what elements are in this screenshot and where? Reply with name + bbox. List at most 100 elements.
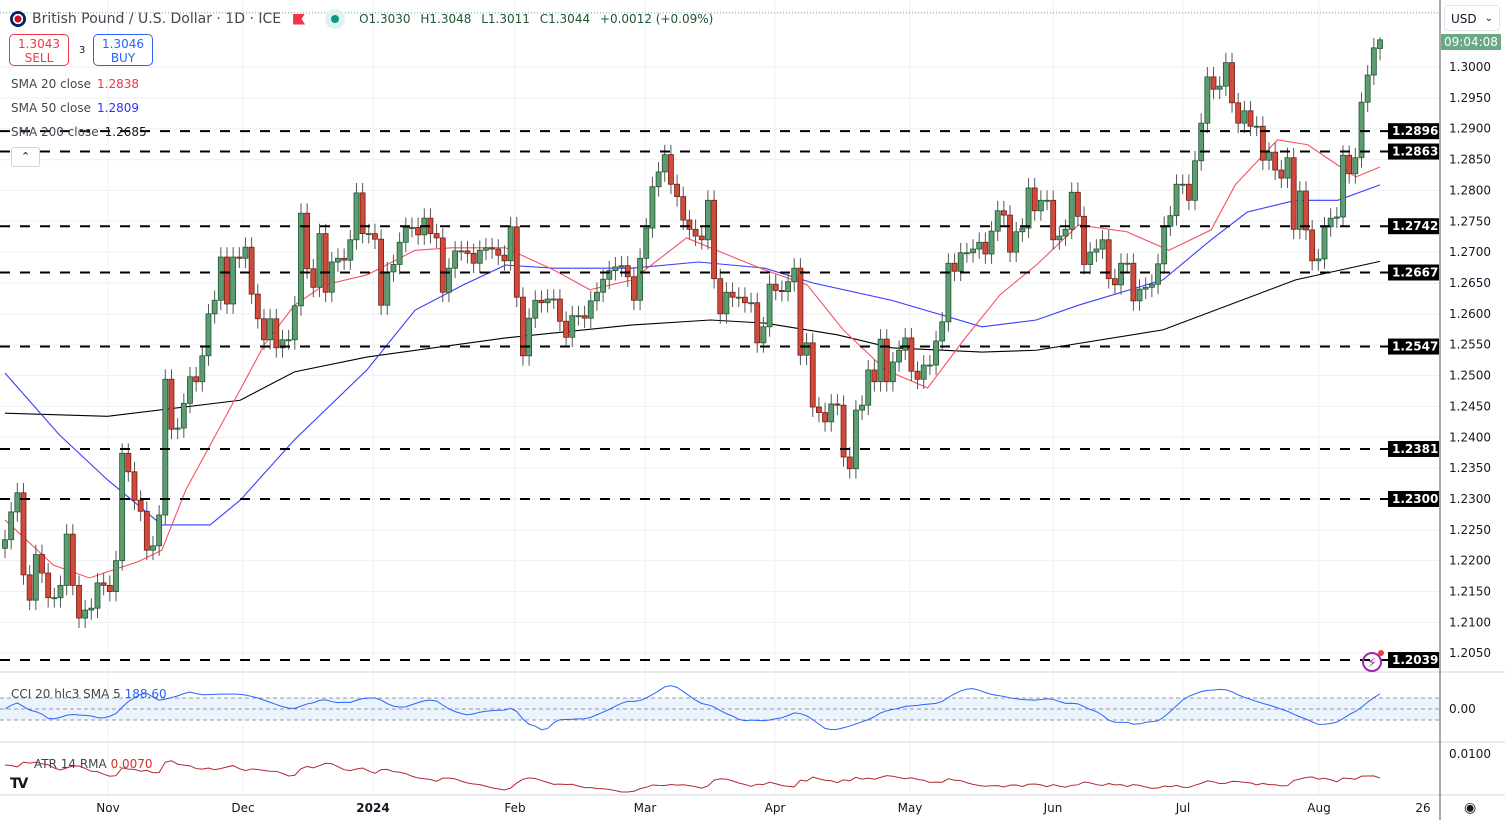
candle-up xyxy=(526,317,533,357)
sell-price: 1.3043 xyxy=(18,37,60,51)
lightning-icon[interactable]: ⚡ xyxy=(1362,650,1384,672)
candle-up xyxy=(1266,151,1272,161)
candle-down xyxy=(310,268,317,288)
candle-up xyxy=(963,252,970,255)
price-tick-label: 1.2850 xyxy=(1449,153,1491,167)
candle-up xyxy=(643,227,650,259)
red-flag-icon[interactable] xyxy=(293,13,306,25)
candle-down xyxy=(1247,110,1254,127)
candle-up xyxy=(587,300,594,319)
candle-down xyxy=(951,262,958,272)
candle-up xyxy=(1093,248,1100,253)
candle-up xyxy=(353,192,360,241)
sma20-legend[interactable]: SMA 20 close 1.2838 xyxy=(11,77,139,91)
low-value: L1.3011 xyxy=(481,12,530,26)
symbol-title[interactable]: British Pound / U.S. Dollar · 1D · ICE xyxy=(32,11,282,27)
candle-up xyxy=(63,533,70,586)
candle-down xyxy=(100,582,107,586)
candle-up xyxy=(902,337,909,351)
time-tick-label: Aug xyxy=(1307,801,1330,815)
candle-up xyxy=(187,376,193,404)
buy-button[interactable]: 1.3046 BUY xyxy=(93,34,153,66)
candle-up xyxy=(766,283,773,328)
candle-up xyxy=(859,404,865,411)
candle-up xyxy=(1013,231,1020,253)
candle-down xyxy=(26,574,33,601)
candle-down xyxy=(322,233,329,293)
candle-down xyxy=(248,246,255,295)
candle-up xyxy=(1037,199,1044,212)
candle-down xyxy=(1346,154,1353,175)
price-tick-label: 1.2400 xyxy=(1449,430,1491,444)
candle-down xyxy=(1105,239,1112,280)
candle-up xyxy=(785,281,791,293)
buy-label: BUY xyxy=(110,51,136,65)
candle-up xyxy=(291,305,298,341)
candle-up xyxy=(1155,263,1161,285)
buy-price: 1.3046 xyxy=(102,37,144,51)
candle-down xyxy=(1050,199,1057,241)
candle-up xyxy=(1222,62,1229,87)
candle-down xyxy=(668,154,674,185)
candle-up xyxy=(51,597,58,600)
candle-down xyxy=(433,233,440,239)
candle-up xyxy=(606,270,613,280)
price-tick-label: 1.3000 xyxy=(1449,60,1491,74)
sell-button[interactable]: 1.3043 SELL xyxy=(9,34,69,66)
candle-up xyxy=(569,315,576,338)
candle-down xyxy=(816,406,822,413)
candle-up xyxy=(1142,286,1149,290)
candle-up xyxy=(1136,288,1143,302)
candle-down xyxy=(581,315,588,319)
candle-up xyxy=(507,226,514,262)
candle-up xyxy=(402,227,409,243)
candle-up xyxy=(113,560,119,592)
candle-up xyxy=(735,296,742,299)
candle-down xyxy=(1000,210,1007,216)
candle-down xyxy=(439,237,446,293)
candle-down xyxy=(1278,169,1285,179)
eye-settings-icon[interactable]: ◉ xyxy=(1464,800,1477,816)
candle-up xyxy=(889,361,896,383)
candle-down xyxy=(914,370,921,380)
sma20-label: SMA 20 close xyxy=(11,77,91,91)
candle-down xyxy=(224,256,230,305)
candle-down xyxy=(193,376,200,383)
candle-up xyxy=(933,340,939,366)
cci-legend[interactable]: CCI 20 hlc3 SMA 5 188.60 xyxy=(11,687,167,701)
level-price-label: 1.2547 xyxy=(1392,340,1438,354)
candle-up xyxy=(920,364,927,380)
price-tick-label: 1.2200 xyxy=(1449,554,1491,568)
candle-down xyxy=(779,289,785,293)
sma50-line xyxy=(4,184,1381,526)
atr-legend[interactable]: ATR 14 RMA 0.0070 xyxy=(34,757,153,771)
level-price-label: 1.2381 xyxy=(1392,442,1438,456)
candle-down xyxy=(1303,190,1309,231)
candle-down xyxy=(359,192,366,235)
candle-up xyxy=(852,409,859,470)
candle-down xyxy=(143,510,150,551)
candle-up xyxy=(162,378,169,516)
price-tick-label: 1.2500 xyxy=(1449,369,1491,383)
time-tick-label: Dec xyxy=(231,801,254,815)
tradingview-logo[interactable]: TV xyxy=(10,776,28,792)
candle-up xyxy=(1044,199,1050,202)
candle-up xyxy=(316,233,323,288)
collapse-legend-button[interactable]: ⌃ xyxy=(11,147,40,167)
candle-up xyxy=(945,262,952,323)
currency-select[interactable]: USD ⌄ xyxy=(1444,5,1500,31)
time-tick-label: May xyxy=(898,801,923,815)
candle-up xyxy=(637,257,643,301)
sma50-label: SMA 50 close xyxy=(11,101,91,115)
level-price-tag xyxy=(1388,440,1439,457)
candle-up xyxy=(57,584,64,599)
price-tick-label: 1.2100 xyxy=(1449,615,1491,629)
candle-up xyxy=(150,545,156,551)
sma200-legend[interactable]: SMA 200 close 1.2685 xyxy=(11,125,147,139)
sma50-legend[interactable]: SMA 50 close 1.2809 xyxy=(11,101,139,115)
candle-up xyxy=(970,248,976,254)
candle-down xyxy=(415,227,422,236)
candle-up xyxy=(14,492,21,513)
candle-up xyxy=(328,261,335,293)
